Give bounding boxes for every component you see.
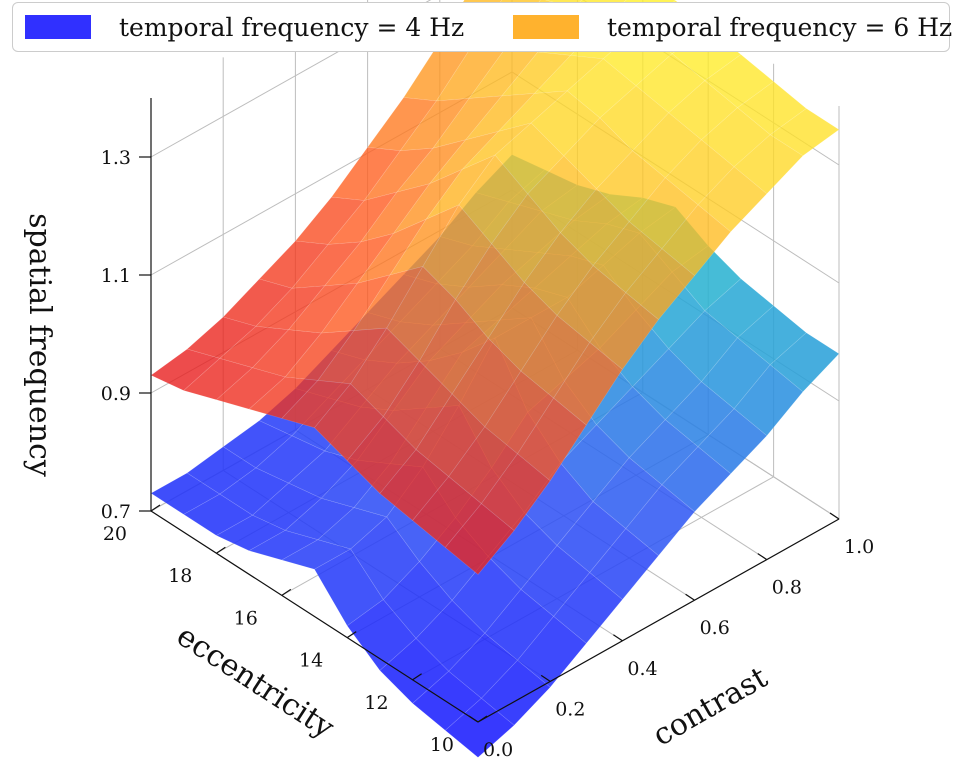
surface-facet [462, 122, 532, 170]
y-tick-label: 12 [364, 692, 388, 714]
surface-facet [444, 697, 515, 758]
x-tick-label: 0.0 [483, 739, 513, 761]
surface-facet [769, 332, 840, 393]
surface-facet [501, 51, 572, 97]
x-tick [613, 634, 623, 642]
surface-facet [432, 95, 503, 149]
y-tick [412, 673, 422, 681]
surface-facet [733, 364, 804, 437]
surface-facet [553, 572, 623, 644]
x-tick [540, 674, 551, 682]
surface-facet [704, 278, 775, 339]
surface-facet [625, 248, 696, 321]
x-tick [829, 512, 840, 520]
surface-facet [697, 166, 768, 233]
surface-facet [183, 358, 254, 401]
surface-facet [517, 615, 587, 688]
x-axis-label: contrast [647, 660, 774, 753]
legend-swatch-4hz [25, 15, 91, 39]
x-tick-label: 0.8 [772, 577, 802, 599]
surface-facet [737, 305, 807, 366]
z-tick-label: 0.7 [101, 501, 131, 523]
x-tick-label: 0.4 [627, 658, 657, 680]
surface-facet [183, 493, 254, 536]
x-tick-label: 1.0 [844, 536, 874, 558]
legend-label-6hz: temporal frequency = 6 Hz [607, 12, 953, 42]
y-tick [281, 588, 292, 596]
surface-facet [664, 381, 735, 448]
surface-facet [697, 408, 768, 475]
x-tick-label: 0.6 [700, 617, 730, 639]
y-tick [150, 504, 161, 512]
y-tick [346, 631, 357, 639]
surface-facet [625, 484, 696, 557]
y-tick-label: 18 [168, 565, 192, 587]
legend-label-4hz: temporal frequency = 4 Hz [119, 12, 465, 42]
surface-facet [444, 503, 515, 575]
surface-facet [353, 266, 424, 331]
x-tick-label: 0.2 [555, 698, 585, 720]
surface-facet [737, 81, 807, 136]
x-axis-line [477, 518, 840, 723]
z-tick-label: 1.3 [101, 147, 131, 169]
surface-facet [704, 54, 775, 109]
z-tick-label: 1.1 [101, 265, 131, 287]
surface-facet [284, 497, 355, 541]
legend-item-4hz: temporal frequency = 4 Hz [25, 3, 464, 51]
surface-facet [628, 419, 699, 486]
surface-facet [733, 134, 804, 195]
y-tick-label: 14 [299, 650, 323, 672]
y-tick-label: 20 [103, 523, 127, 545]
x-tick [757, 553, 768, 561]
surface-facet [553, 341, 623, 426]
x-tick [685, 593, 695, 601]
surface-facet [566, 58, 637, 119]
y-tick-label: 10 [430, 734, 454, 756]
legend-item-6hz: temporal frequency = 6 Hz [513, 3, 952, 51]
y-axis-label: eccentricity [170, 618, 340, 745]
y-axis-line [150, 510, 479, 723]
z-tick-label: 0.9 [101, 383, 131, 405]
y-tick-label: 16 [234, 607, 258, 629]
y-tick [477, 715, 488, 723]
surface-facet [596, 386, 666, 459]
legend: temporal frequency = 4 Hz temporal frequ… [12, 2, 952, 52]
surface-facet [769, 108, 840, 157]
z-axis-label: spatial frequency [22, 213, 57, 477]
surface-facet [517, 397, 587, 482]
legend-swatch-6hz [513, 15, 579, 39]
surface-facet [480, 453, 551, 532]
surface-facet [589, 528, 659, 600]
surface-facet [668, 310, 738, 383]
surface-facet [150, 472, 221, 515]
y-tick [216, 546, 226, 554]
surface-facet [589, 292, 659, 370]
